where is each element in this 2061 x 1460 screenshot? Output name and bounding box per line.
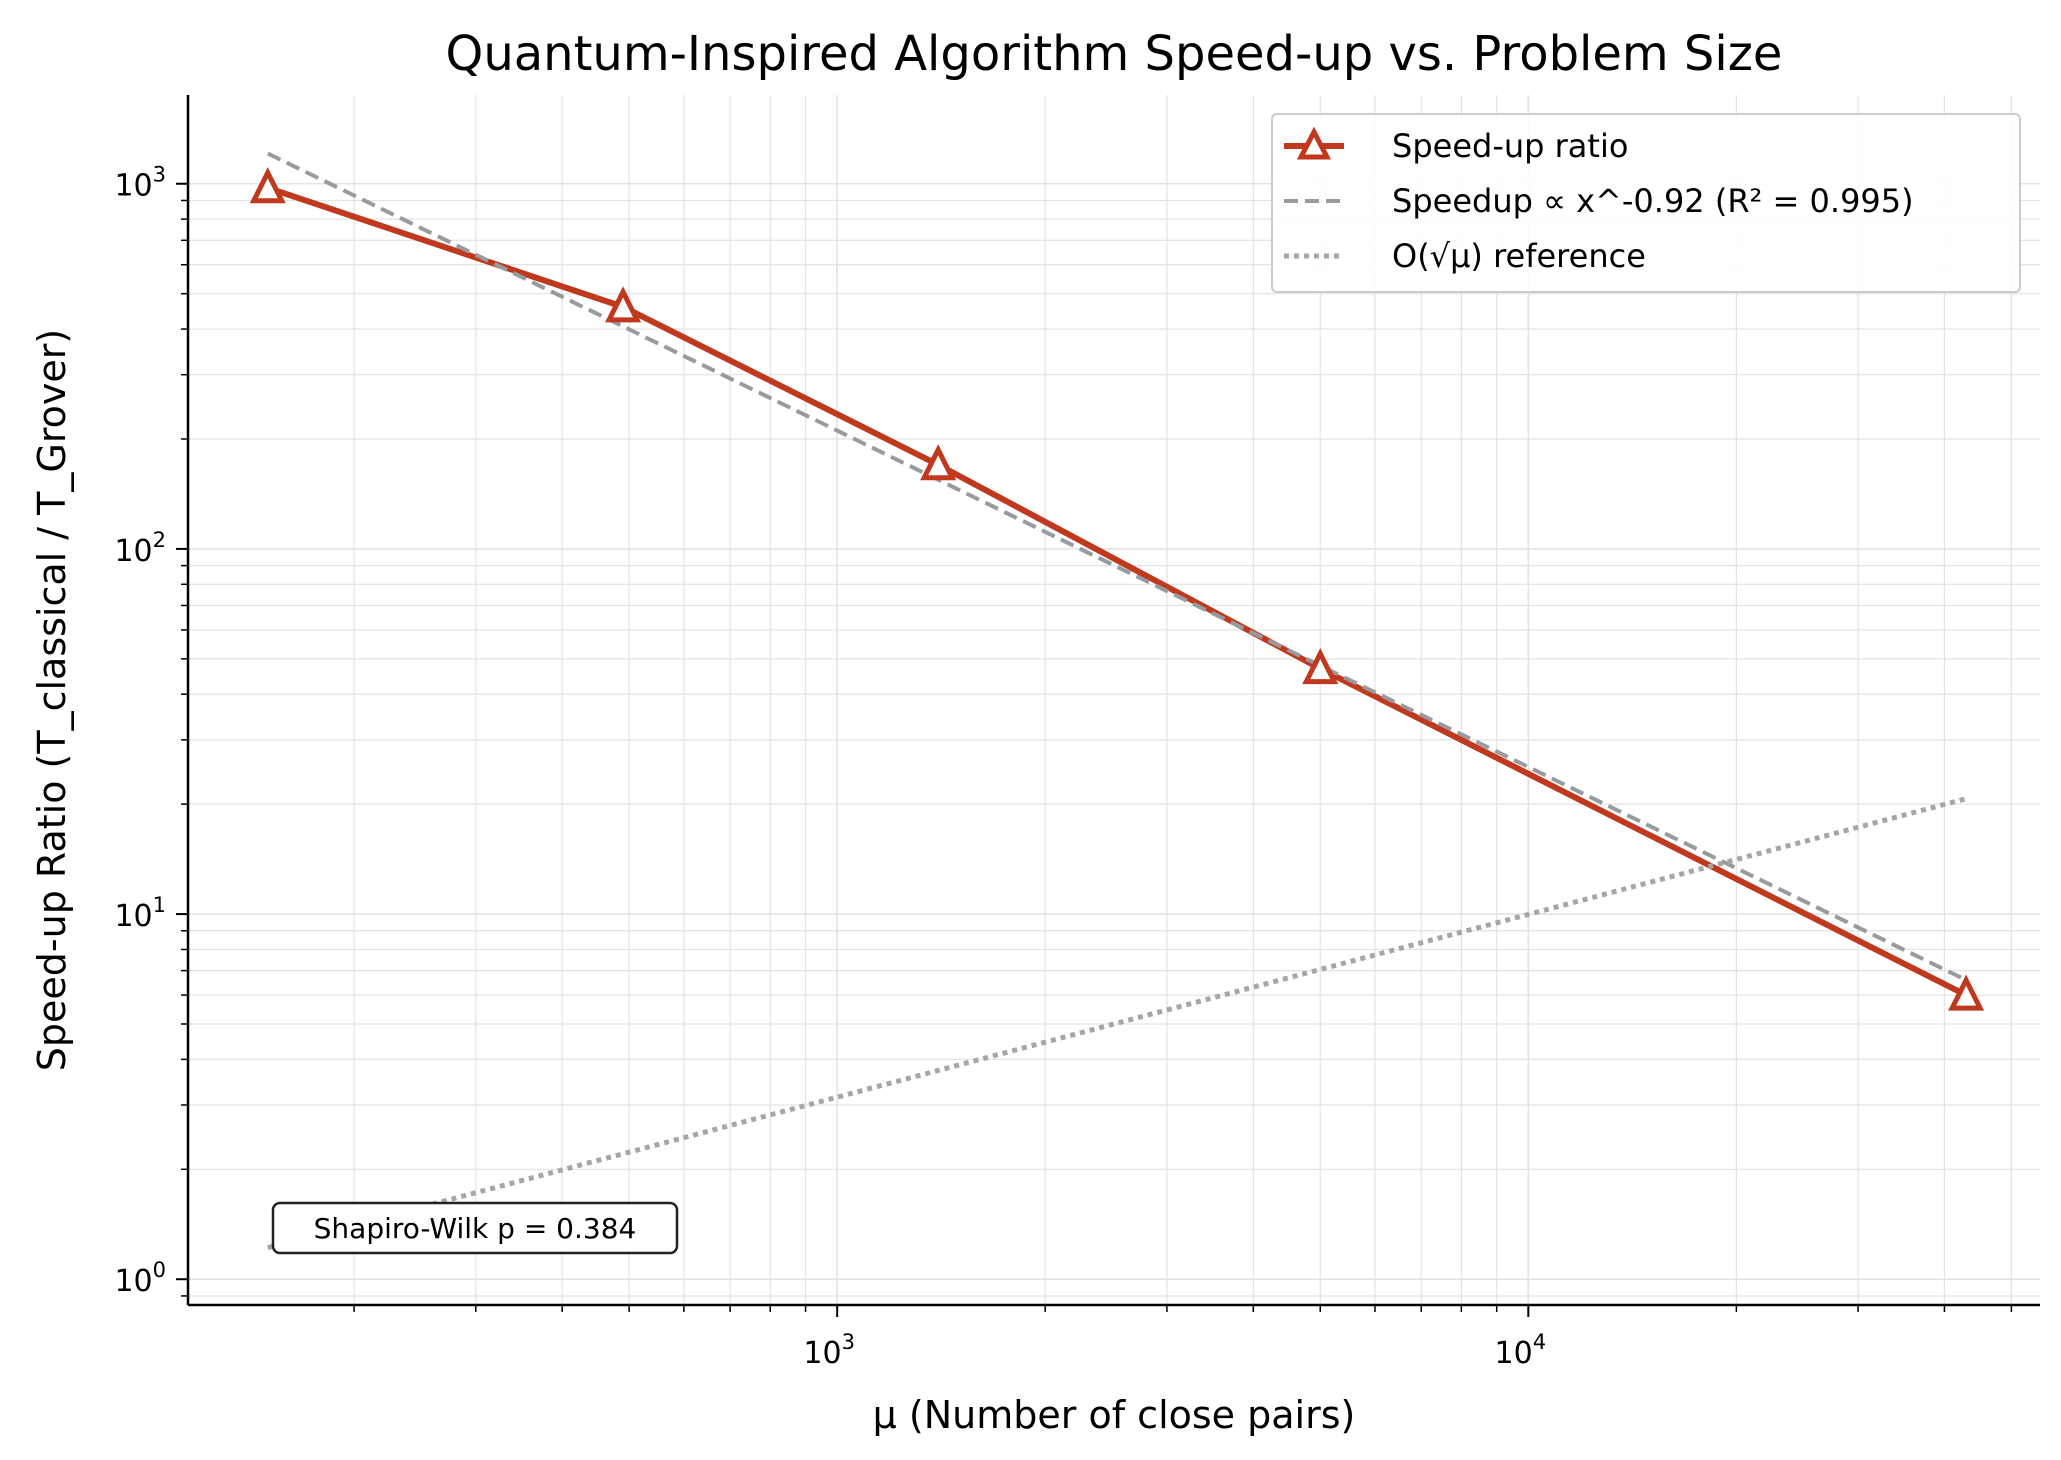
series-layer [249,151,1985,1251]
y-axis-label: Speed-up Ratio (T_classical / T_Grover) [30,329,74,1071]
data-point-marker [920,444,957,481]
legend-marker-speedup [1296,126,1332,160]
axes: 103 104 100 101 102 103 [114,95,2040,1371]
legend-entry-speedup: Speed-up ratio [1284,126,1628,165]
y-tick-label: 102 [114,528,166,569]
data-point-marker [249,167,286,204]
data-point-marker [605,286,642,323]
annotation-frame [271,1201,679,1255]
x-tick-label: 104 [1495,1330,1547,1371]
chart-title: Quantum-Inspired Algorithm Speed-up vs. … [446,26,1783,82]
annotation-box: Shapiro-Wilk p = 0.384 [271,1201,679,1255]
legend: Speed-up ratio Speedup ∝ x^-0.92 (R² = 0… [1271,113,2021,293]
reference-line [267,796,1967,1251]
legend-entry-fit: Speedup ∝ x^-0.92 (R² = 0.995) [1284,182,1914,220]
y-tick-label: 103 [114,163,166,204]
x-tick-label: 103 [803,1330,855,1371]
legend-label-fit: Speedup ∝ x^-0.92 (R² = 0.995) [1392,182,1914,220]
data-point-marker [1948,974,1985,1011]
legend-entry-reference: O(√μ) reference [1284,237,1646,275]
legend-box [1271,113,2021,293]
legend-label-speedup: Speed-up ratio [1392,127,1628,165]
annotation-text: Shapiro-Wilk p = 0.384 [314,1212,637,1245]
y-tick-label: 101 [114,893,166,934]
legend-label-reference: O(√μ) reference [1392,237,1646,275]
x-axis-label: μ (Number of close pairs) [873,1393,1356,1437]
data-point-marker [1302,648,1339,685]
y-tick-label: 100 [114,1258,166,1299]
